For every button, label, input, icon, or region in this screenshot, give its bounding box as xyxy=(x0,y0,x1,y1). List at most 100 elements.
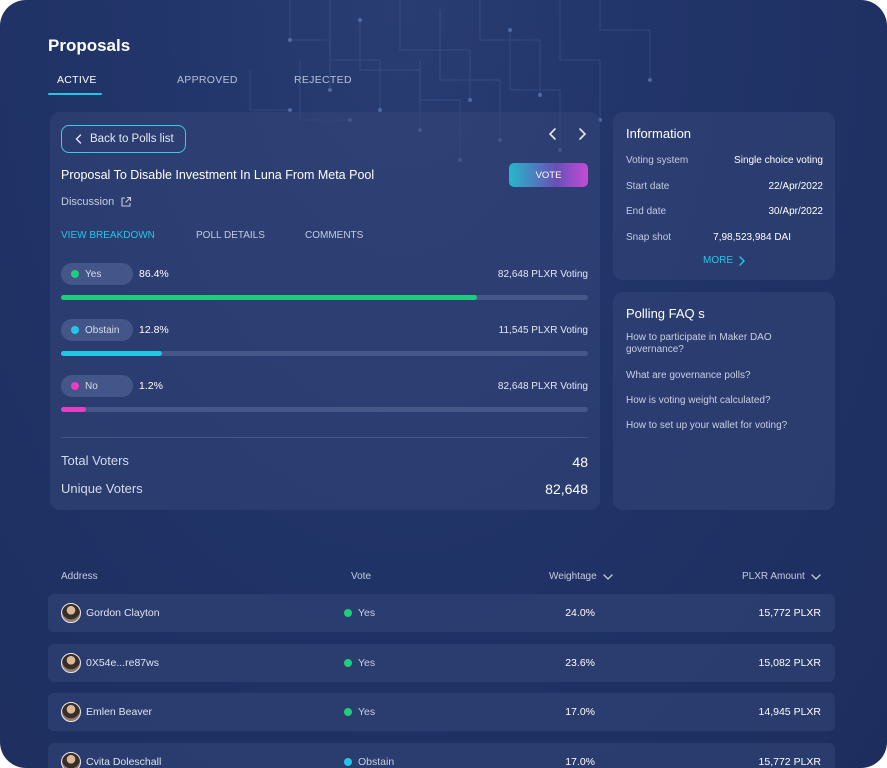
vote-header-label: Vote xyxy=(351,571,372,582)
info-row-voting-system: Voting system Single choice voting xyxy=(626,155,823,169)
more-link[interactable]: MORE xyxy=(703,255,746,266)
tab-rejected[interactable]: REJECTED xyxy=(294,74,352,86)
external-link-icon xyxy=(121,196,132,207)
back-to-polls-button[interactable]: Back to Polls list xyxy=(61,125,186,153)
next-poll-icon[interactable] xyxy=(573,125,591,143)
column-header-address: Address xyxy=(61,571,98,582)
vote-cell: Yes xyxy=(344,607,375,619)
voter-address: 0X54e...re87ws xyxy=(86,657,159,669)
table-row[interactable]: Emlen Beaver Yes 17.0% 14,945 PLXR xyxy=(48,693,835,731)
tab-comments[interactable]: COMMENTS xyxy=(305,230,364,241)
divider xyxy=(61,437,588,438)
plxr-amount-value: 15,082 PLXR xyxy=(758,657,821,669)
column-header-plxr-amount[interactable]: PLXR Amount xyxy=(742,571,821,582)
column-header-vote: Vote xyxy=(351,571,371,582)
vote-cell: Yes xyxy=(344,657,375,669)
info-row-start-date: Start date 22/Apr/2022 xyxy=(626,181,823,195)
info-value: Single choice voting xyxy=(734,155,823,166)
progress-fill xyxy=(61,351,163,356)
faq-item[interactable]: How is voting weight calculated? xyxy=(626,395,771,406)
option-voting: 82,648 PLXR Voting xyxy=(497,381,588,392)
information-title: Information xyxy=(626,126,692,141)
discussion-label: Discussion xyxy=(61,196,115,208)
vote-status-dot-icon xyxy=(344,708,352,716)
option-percent: 12.8% xyxy=(139,324,169,336)
info-key: Voting system xyxy=(626,155,689,166)
column-header-weightage[interactable]: Weightage xyxy=(549,571,613,582)
voter-address: Gordon Clayton xyxy=(86,607,160,619)
tab-poll-details[interactable]: POLL DETAILS xyxy=(196,230,265,241)
faq-title: Polling FAQ s xyxy=(626,306,705,321)
chevron-right-icon xyxy=(739,255,745,266)
page-title: Proposals xyxy=(48,36,131,55)
faq-item[interactable]: How to participate in Maker DAO governan… xyxy=(626,332,772,355)
vote-button[interactable]: VOTE xyxy=(509,163,588,187)
proposal-title: Proposal To Disable Investment In Luna F… xyxy=(61,168,375,182)
poll-subtabs: VIEW BREAKDOWN POLL DETAILS COMMENTS xyxy=(61,230,581,244)
total-voters-label: Total Voters xyxy=(61,453,129,468)
amount-header-label: PLXR Amount xyxy=(742,571,805,582)
option-percent: 1.2% xyxy=(139,380,163,392)
info-key: Snap shot xyxy=(626,232,672,243)
option-voting: 11,545 PLXR Voting xyxy=(498,325,588,336)
vote-value: Obstain xyxy=(358,756,395,768)
option-obstain: Obstain 12.8% 11,545 PLXR Voting xyxy=(61,319,588,363)
info-value: 22/Apr/2022 xyxy=(768,181,824,192)
active-tab-underline xyxy=(48,93,102,95)
vote-value: Yes xyxy=(358,657,376,669)
progress-fill xyxy=(61,295,478,300)
avatar xyxy=(61,752,81,768)
option-label: No xyxy=(85,380,98,392)
tab-approved[interactable]: APPROVED xyxy=(177,74,238,86)
option-label: Obstain xyxy=(85,324,120,336)
table-row[interactable]: Cvita Doleschall Obstain 17.0% 15,772 PL… xyxy=(48,743,835,768)
option-pill: Obstain xyxy=(61,319,133,341)
vote-status-dot-icon xyxy=(344,659,352,667)
chevron-down-icon xyxy=(602,573,613,580)
address-header-label: Address xyxy=(61,571,98,582)
voter-address: Cvita Doleschall xyxy=(86,756,162,768)
status-dot-icon xyxy=(71,326,79,334)
progress-fill xyxy=(61,407,86,412)
table-row[interactable]: Gordon Clayton Yes 24.0% 15,772 PLXR xyxy=(48,594,835,632)
info-key: End date xyxy=(626,206,667,217)
weightage-value: 24.0% xyxy=(565,607,595,619)
vote-status-dot-icon xyxy=(344,758,352,766)
avatar xyxy=(61,653,81,673)
progress-track xyxy=(61,351,588,356)
option-pill: Yes xyxy=(61,263,133,285)
status-dot-icon xyxy=(71,382,79,390)
faq-item[interactable]: How to set up your wallet for voting? xyxy=(626,420,788,431)
weightage-value: 17.0% xyxy=(565,706,595,718)
progress-track xyxy=(61,407,588,412)
vote-value: Yes xyxy=(358,607,376,619)
vote-cell: Yes xyxy=(344,706,375,718)
total-voters-value: 48 xyxy=(572,454,588,470)
option-no: No 1.2% 82,648 PLXR Voting xyxy=(61,375,588,419)
plxr-amount-value: 14,945 PLXR xyxy=(758,706,821,718)
avatar xyxy=(61,603,81,623)
information-card: Information Voting system Single choice … xyxy=(613,112,835,280)
voter-address: Emlen Beaver xyxy=(86,706,152,718)
more-label: MORE xyxy=(703,255,733,266)
option-voting: 82,648 PLXR Voting xyxy=(497,269,588,280)
tab-view-breakdown[interactable]: VIEW BREAKDOWN xyxy=(61,230,155,241)
weightage-value: 17.0% xyxy=(565,756,595,768)
chevron-left-icon xyxy=(75,134,82,144)
vote-status-dot-icon xyxy=(344,609,352,617)
info-value: 7,98,523,984 DAI xyxy=(713,232,791,243)
chevron-down-icon xyxy=(811,573,821,580)
plxr-amount-value: 15,772 PLXR xyxy=(758,756,821,768)
weightage-header-label: Weightage xyxy=(549,571,597,582)
progress-track xyxy=(61,295,588,300)
option-label: Yes xyxy=(85,268,102,280)
info-value: 30/Apr/2022 xyxy=(768,206,824,217)
back-to-polls-label: Back to Polls list xyxy=(90,133,174,145)
table-row[interactable]: 0X54e...re87ws Yes 23.6% 15,082 PLXR xyxy=(48,644,835,682)
faq-item[interactable]: What are governance polls? xyxy=(626,370,751,381)
discussion-link[interactable]: Discussion xyxy=(61,196,132,208)
previous-poll-icon[interactable] xyxy=(544,125,562,143)
tab-active[interactable]: ACTIVE xyxy=(57,74,97,86)
unique-voters-label: Unique Voters xyxy=(61,481,143,496)
